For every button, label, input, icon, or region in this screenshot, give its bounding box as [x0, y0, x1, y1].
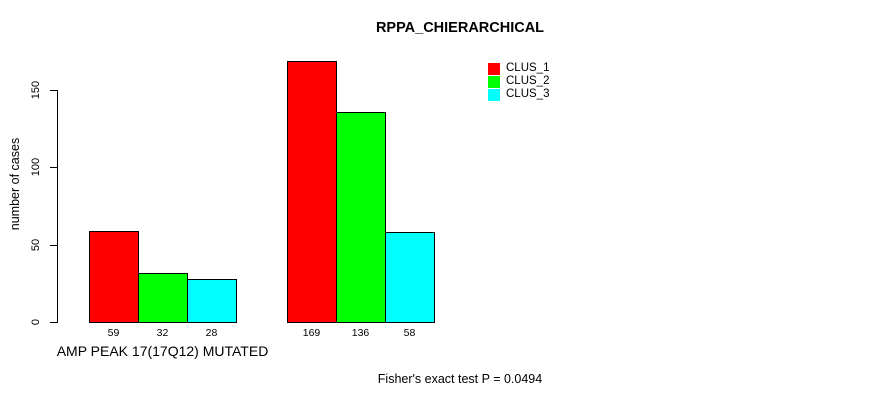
bar-value-label: 28: [205, 327, 218, 339]
legend-row: CLUS_1: [488, 62, 549, 75]
y-axis-tick: [50, 245, 57, 246]
bar-value-label: 169: [302, 327, 321, 339]
bar-clus_3-group-2: [385, 232, 435, 323]
legend: CLUS_1 CLUS_2 CLUS_3: [488, 62, 549, 101]
bar-clus_2-group-1: [138, 273, 188, 323]
legend-swatch-clus_3: [488, 88, 500, 101]
y-axis-line: [57, 90, 58, 323]
y-axis-tick-label: 100: [30, 157, 42, 177]
y-axis-tick-label: 0: [30, 318, 42, 326]
bar-value-label: 58: [403, 327, 416, 339]
footer-note: Fisher's exact test P = 0.0494: [377, 372, 543, 386]
bar-clus_3-group-1: [187, 279, 237, 323]
legend-row: CLUS_3: [488, 88, 549, 101]
legend-label: CLUS_2: [506, 75, 550, 87]
bar-value-label: 136: [351, 327, 370, 339]
y-axis-tick: [50, 90, 57, 91]
bar-clus_1-group-2: [287, 61, 337, 323]
legend-swatch-clus_1: [488, 62, 500, 75]
bar-clus_1-group-1: [89, 231, 139, 323]
bar-clus_2-group-2: [336, 112, 386, 323]
y-axis-tick-label: 150: [30, 80, 42, 100]
legend-label: CLUS_3: [506, 88, 550, 100]
legend-swatch-clus_2: [488, 75, 500, 88]
chart-title: RPPA_CHIERARCHICAL: [375, 20, 545, 36]
legend-label: CLUS_1: [506, 62, 550, 74]
y-axis-tick-label: 50: [30, 238, 42, 252]
bar-value-label: 59: [107, 327, 120, 339]
legend-row: CLUS_2: [488, 75, 549, 88]
bar-value-label: 32: [156, 327, 169, 339]
y-axis-tick: [50, 167, 57, 168]
y-axis-tick: [50, 322, 57, 323]
category-label: AMP PEAK 17(17Q12) MUTATED: [56, 343, 269, 359]
